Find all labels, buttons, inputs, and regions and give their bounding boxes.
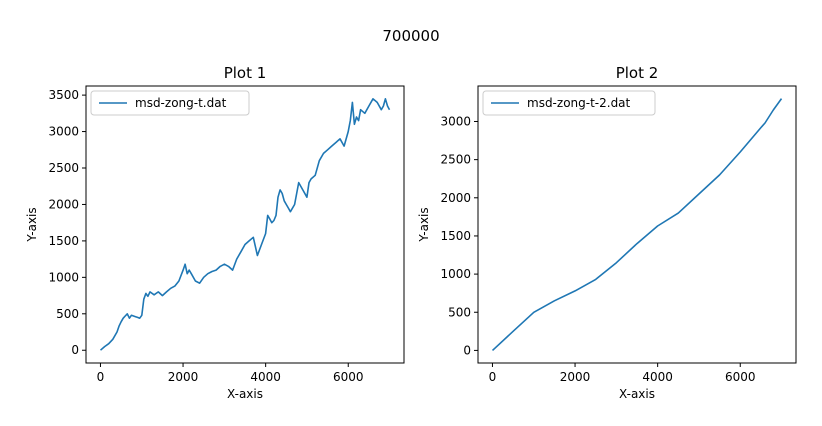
plot-1-y-tick-label: 500	[56, 307, 79, 321]
plot-2-y-tick-label: 3000	[440, 114, 471, 128]
plot-1-series-line	[99, 98, 391, 351]
plot-1: Plot 1 0 2000 4000 6000 0 500 1000 1500 2000 2500 3…	[25, 64, 405, 401]
plot-2-x-axis-label: X-axis	[619, 387, 655, 401]
plot-2-y-axis-label: Y-axis	[417, 207, 431, 242]
plot-2-y-tick-label: 1000	[440, 267, 471, 281]
plot-2-y-tick-label: 2500	[440, 153, 471, 167]
plot-1-y-axis-label: Y-axis	[25, 207, 39, 242]
plot-1-legend: msd-zong-t.dat	[90, 90, 250, 116]
plot-2-y-tick-label: 0	[463, 343, 471, 357]
plot-2-legend-box	[482, 90, 656, 116]
plot-1-y-tick-label: 0	[71, 343, 79, 357]
plot-1-x-axis-label: X-axis	[227, 387, 263, 401]
plot-2-title: Plot 2	[616, 64, 659, 82]
plot-1-x-tick-label: 6000	[333, 370, 364, 384]
plot-2-legend: msd-zong-t-2.dat	[482, 90, 656, 116]
plot-2-y-tick-label: 2000	[440, 191, 471, 205]
plot-2-axes-frame	[477, 85, 797, 364]
plot-1-y-tick-label: 3500	[48, 88, 79, 102]
plot-1-axes-frame	[85, 85, 405, 364]
plot-1-legend-label: msd-zong-t.dat	[135, 96, 227, 110]
plot-1-y-tick-label: 2500	[48, 161, 79, 175]
plot-2-series-line	[491, 98, 783, 351]
plot-1-y-tick-label: 3000	[48, 125, 79, 139]
plot-1-x-tick-label: 0	[97, 370, 105, 384]
plot-2-y-tick-label: 500	[448, 305, 471, 319]
plot-2-x-tick-label: 6000	[725, 370, 756, 384]
plot-1-legend-box	[90, 90, 250, 116]
plot-1-x-tick-label: 2000	[168, 370, 199, 384]
plot-1-x-tick-label: 4000	[250, 370, 281, 384]
plot-2: Plot 2 0 2000 4000 6000 0 500 1000 1500 2000 2500 3…	[417, 64, 797, 401]
plot-2-x-tick-label: 4000	[642, 370, 673, 384]
plot-2-legend-label: msd-zong-t-2.dat	[527, 96, 631, 110]
plot-1-y-tick-label: 1000	[48, 270, 79, 284]
figure-title: 700000	[382, 27, 439, 45]
plot-2-x-tick-label: 0	[489, 370, 497, 384]
plot-2-x-tick-label: 2000	[560, 370, 591, 384]
plot-1-title: Plot 1	[224, 64, 267, 82]
plot-2-y-tick-label: 1500	[440, 229, 471, 243]
plot-1-y-tick-label: 2000	[48, 197, 79, 211]
plot-1-y-tick-label: 1500	[48, 234, 79, 248]
